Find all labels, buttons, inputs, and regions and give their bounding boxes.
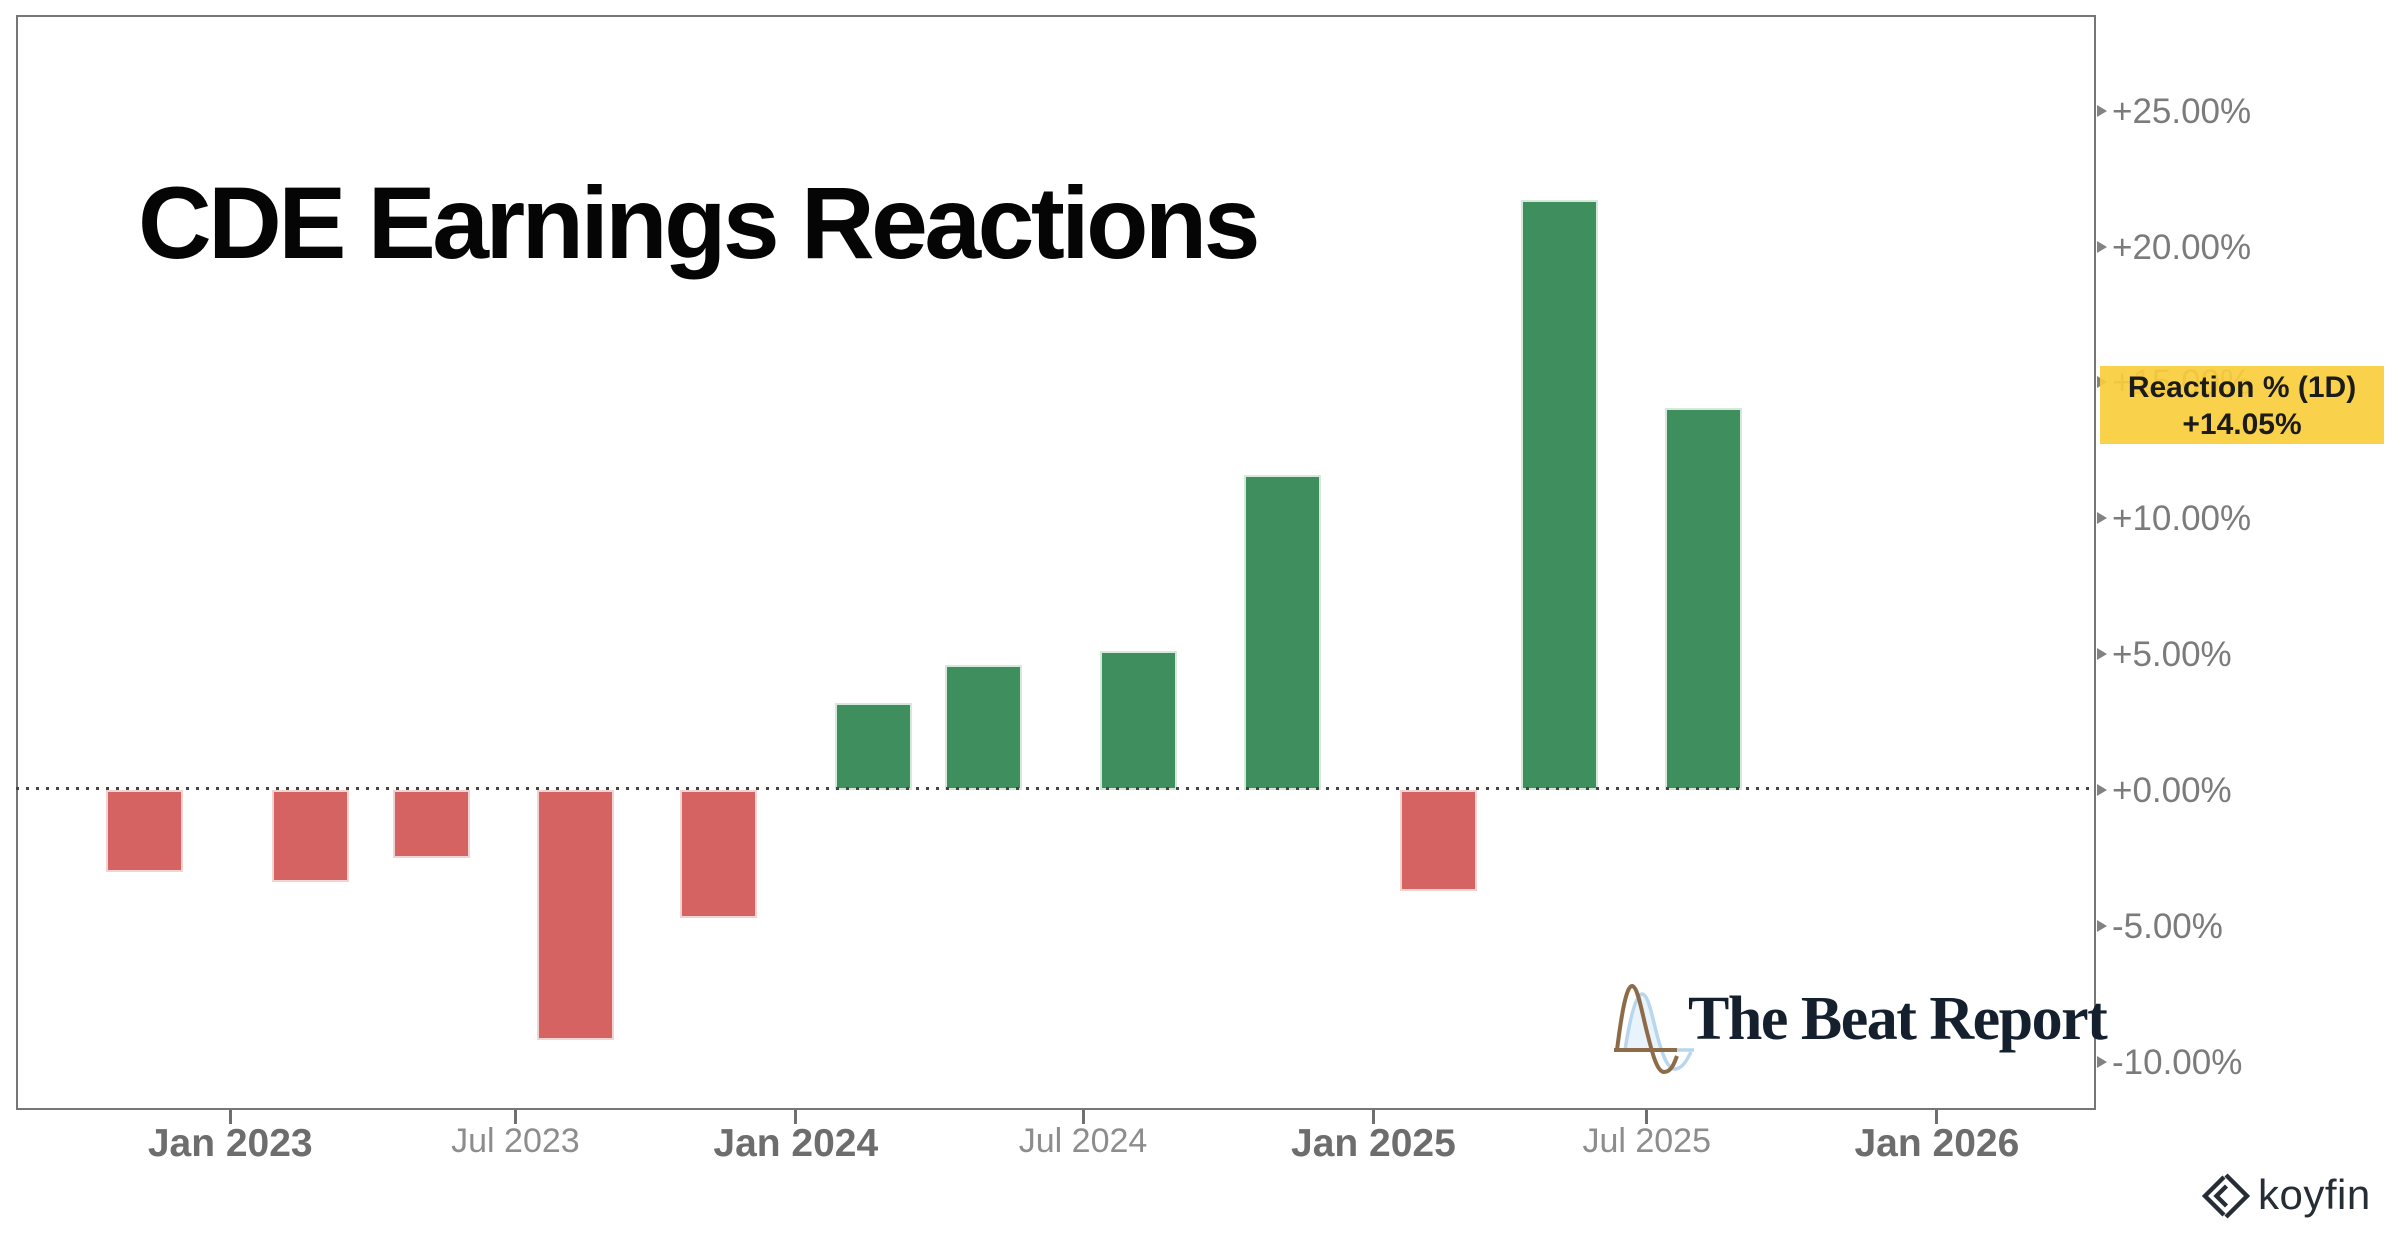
- y-axis-label: +25.00%: [2112, 91, 2252, 131]
- y-axis-tick-arrow: [2097, 240, 2107, 253]
- zero-line: [16, 787, 2096, 790]
- koyfin-diamond-icon: [2201, 1173, 2251, 1224]
- bar-may-2023: [392, 790, 470, 858]
- y-axis-tick-arrow: [2097, 1055, 2107, 1068]
- x-axis-tick-mark: [1645, 1110, 1649, 1124]
- x-axis-tick-mark: [794, 1110, 798, 1124]
- y-axis-tick-arrow: [2097, 784, 2107, 796]
- y-axis-tick-arrow: [2097, 919, 2107, 932]
- x-axis-tick-mark: [228, 1110, 232, 1124]
- bar-feb-2025: [1399, 790, 1477, 891]
- bar-aug-2023: [537, 790, 615, 1040]
- beat-report-wave-icon: [1612, 983, 1698, 1086]
- bar-feb-2023: [271, 790, 349, 883]
- reaction-badge-label: Reaction % (1D): [2127, 371, 2357, 404]
- x-axis-label: Jan 2024: [713, 1122, 879, 1165]
- y-axis-label: +0.00%: [2112, 771, 2232, 810]
- bar-feb-2024: [835, 703, 913, 790]
- x-axis-label: Jan 2023: [147, 1122, 313, 1165]
- y-axis-label: -5.00%: [2112, 906, 2223, 946]
- koyfin-wordmark: koyfin: [2258, 1171, 2371, 1218]
- y-axis-label: +20.00%: [2112, 227, 2252, 267]
- y-axis-label: +5.00%: [2112, 635, 2232, 675]
- beat-report-wordmark: The Beat Report: [1688, 985, 2108, 1053]
- beat-report-logo: The Beat Report: [1612, 980, 2108, 1087]
- koyfin-logo: koyfin: [2201, 1172, 2370, 1225]
- plot-area: [16, 15, 2096, 1110]
- x-axis-label: Jan 2026: [1854, 1122, 2020, 1165]
- x-axis-tick-mark: [1935, 1110, 1939, 1124]
- chart-title: CDE Earnings Reactions: [138, 166, 1260, 280]
- bar-nov-2024: [1243, 474, 1321, 790]
- y-axis-tick-arrow: [2097, 648, 2107, 661]
- x-axis-label: Jan 2025: [1291, 1122, 1456, 1165]
- bar-aug-2025: [1665, 408, 1743, 790]
- bar-nov-2022: [105, 790, 183, 872]
- x-axis-tick-mark: [1081, 1110, 1085, 1124]
- y-axis-tick-arrow: [2097, 104, 2107, 117]
- y-axis-label: +10.00%: [2112, 499, 2252, 539]
- x-axis-tick-mark: [1371, 1110, 1375, 1124]
- y-axis-tick-arrow: [2097, 512, 2107, 525]
- bar-may-2024: [945, 665, 1023, 790]
- x-axis-label: Jul 2024: [1018, 1122, 1148, 1160]
- bar-aug-2024: [1100, 651, 1178, 790]
- bar-may-2025: [1521, 200, 1599, 790]
- bar-nov-2023: [680, 790, 758, 918]
- y-axis-label: -10.00%: [2112, 1042, 2243, 1082]
- reaction-badge-value: +14.05%: [2182, 408, 2302, 441]
- x-axis-tick-mark: [513, 1110, 517, 1124]
- reaction-badge: Reaction % (1D) +14.05%: [2100, 366, 2384, 444]
- x-axis-label: Jul 2023: [451, 1122, 580, 1160]
- x-axis-label: Jul 2025: [1582, 1122, 1711, 1160]
